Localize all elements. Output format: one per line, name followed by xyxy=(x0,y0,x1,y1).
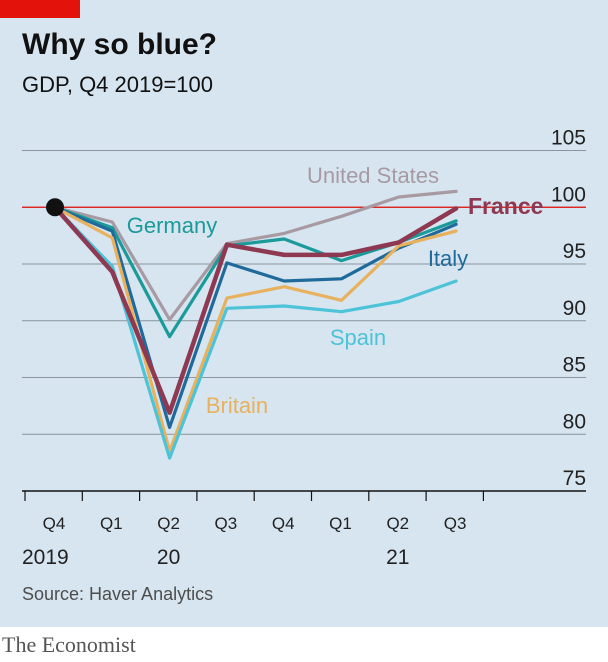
year-label-2019: 2019 xyxy=(22,546,69,569)
line-chart: 75 80 85 90 95 100 105 Q4 Q1 Q2 Q3 Q4 Q1 Q2 Q3 2019 20 21… xyxy=(22,127,586,569)
y-tick-label-90: 90 xyxy=(563,297,586,320)
y-tick-label-80: 80 xyxy=(563,410,586,433)
x-tick-label-2: Q2 xyxy=(157,514,180,533)
series-label-united-states: United States xyxy=(307,163,439,188)
series-label-france: France xyxy=(468,193,543,219)
x-tick-label-4: Q4 xyxy=(272,514,295,533)
series-label-britain: Britain xyxy=(206,393,268,418)
chart-title: Why so blue? xyxy=(22,28,217,61)
chart-subtitle: GDP, Q4 2019=100 xyxy=(22,72,214,97)
year-label-20: 20 xyxy=(157,546,180,569)
x-tick-label-1: Q1 xyxy=(100,514,123,533)
series-label-italy: Italy xyxy=(428,246,468,271)
x-tick-label-5: Q1 xyxy=(329,514,352,533)
chart-card: Why so blue? GDP, Q4 2019=100 75 80 85 90 95… xyxy=(0,0,608,627)
series-label-germany: Germany xyxy=(127,213,217,238)
brand-tab xyxy=(0,0,80,18)
series-label-spain: Spain xyxy=(330,325,386,350)
economist-logo: The Economist xyxy=(2,632,136,657)
y-tick-label-95: 95 xyxy=(563,240,586,263)
y-tick-label-105: 105 xyxy=(551,127,586,150)
series-line-united-states xyxy=(53,189,458,322)
x-tick-label-6: Q2 xyxy=(386,514,409,533)
x-tick-label-0: Q4 xyxy=(43,514,66,533)
x-tick-label-7: Q3 xyxy=(444,514,467,533)
start-point-dot xyxy=(46,198,64,217)
y-tick-label-85: 85 xyxy=(563,354,586,377)
x-tick-label-3: Q3 xyxy=(215,514,238,533)
year-label-21: 21 xyxy=(386,546,409,569)
series-line-france xyxy=(52,205,459,415)
y-tick-label-75: 75 xyxy=(563,467,586,490)
y-tick-label-100: 100 xyxy=(551,183,586,206)
series-line-britain xyxy=(53,205,458,453)
source-note: Source: Haver Analytics xyxy=(22,584,214,604)
